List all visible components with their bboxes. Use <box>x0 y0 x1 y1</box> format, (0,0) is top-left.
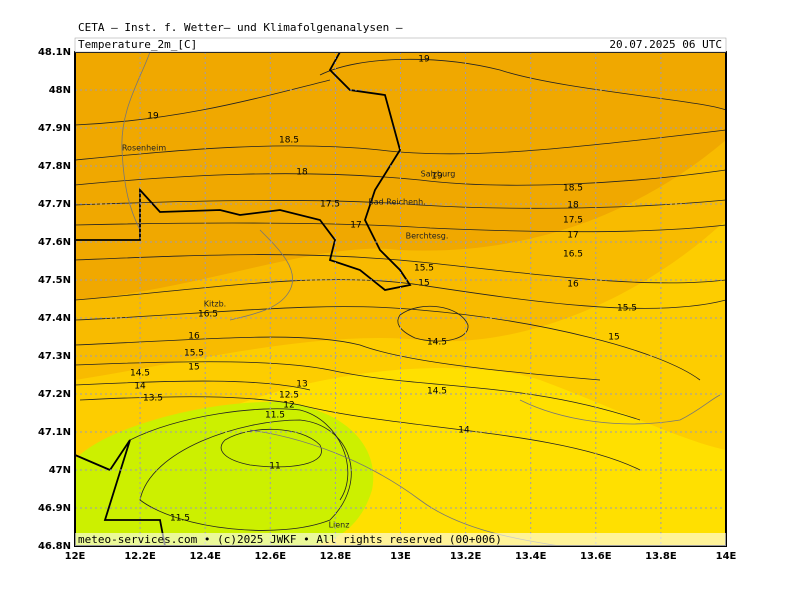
lat-label: 47.7N <box>38 199 71 210</box>
contour-label: 17.5 <box>563 216 583 226</box>
contour-label: 17.5 <box>320 200 340 210</box>
lon-label: 12.6E <box>255 551 287 562</box>
lat-label: 47.1N <box>38 427 71 438</box>
lon-label: 13.4E <box>515 551 547 562</box>
place-label: Salzburg <box>421 170 456 179</box>
contour-label: 11.5 <box>265 411 285 421</box>
footer: meteo-services.com • (c)2025 JWKF • All … <box>78 533 502 546</box>
lat-label: 47N <box>49 465 71 476</box>
lon-label: 12.2E <box>124 551 156 562</box>
grid <box>75 52 726 546</box>
lat-label: 47.4N <box>38 313 71 324</box>
lon-label: 13.6E <box>580 551 612 562</box>
lat-label: 48N <box>49 85 71 96</box>
footer-bar <box>75 533 726 546</box>
lon-label: 13E <box>390 551 411 562</box>
contour-label: 15 <box>188 363 199 373</box>
lon-label: 12.8E <box>320 551 352 562</box>
contour-label: 12.5 <box>279 391 299 401</box>
contour-label: 18 <box>567 201 579 211</box>
contour-label: 15.5 <box>617 304 637 314</box>
lat-label: 47.9N <box>38 123 71 134</box>
contour-label: 18.5 <box>279 136 299 146</box>
contour-label: 14.5 <box>427 338 447 348</box>
lat-label: 47.6N <box>38 237 71 248</box>
place-label: Berchtesg. <box>406 232 449 241</box>
contour-label: 11 <box>269 462 280 472</box>
lat-label: 46.9N <box>38 503 71 514</box>
contour-label: 17 <box>350 221 361 231</box>
header-bar <box>74 37 727 53</box>
lat-label: 47.2N <box>38 389 71 400</box>
lon-label: 12.4E <box>189 551 221 562</box>
lon-label: 12E <box>65 551 86 562</box>
contour-label: 15.5 <box>184 349 204 359</box>
contour-label: 14 <box>134 382 146 392</box>
contour-label: 15 <box>418 279 429 289</box>
variable-name: Temperature_2m_[C] <box>78 38 197 51</box>
contour-label: 16 <box>188 332 200 342</box>
place-label: Bad Reichenh. <box>368 198 425 207</box>
contour-label: 17 <box>567 231 578 241</box>
contour-label: 18.5 <box>563 184 583 194</box>
lon-label: 14E <box>716 551 737 562</box>
contour-label: 14 <box>458 426 470 436</box>
contour-label: 14.5 <box>427 387 447 397</box>
lat-label: 47.3N <box>38 351 71 362</box>
datetime: 20.07.2025 06 UTC <box>609 38 722 51</box>
contour-label: 14.5 <box>130 369 150 379</box>
header-title: CETA — Inst. f. Wetter— und Klimafolgena… <box>78 21 403 34</box>
contour-label: 16.5 <box>198 310 218 320</box>
lat-label: 48.1N <box>38 47 71 58</box>
contour-label: 15.5 <box>414 264 434 274</box>
contour-label: 15 <box>608 333 619 343</box>
lat-label: 47.8N <box>38 161 71 172</box>
contour-label: 11.5 <box>170 514 190 524</box>
contour-label: 18 <box>296 168 308 178</box>
place-label: Kitzb. <box>204 300 226 309</box>
lat-label: 46.8N <box>38 541 71 552</box>
contour-label: 16.5 <box>563 250 583 260</box>
place-label: Lienz <box>329 521 350 530</box>
contour-label: 19 <box>418 55 430 65</box>
isotherms <box>75 58 726 531</box>
contour-label: 13.5 <box>143 394 163 404</box>
lon-label: 13.8E <box>645 551 677 562</box>
contour-label: 13 <box>296 380 307 390</box>
borders <box>75 52 412 546</box>
lat-label: 47.5N <box>38 275 71 286</box>
contour-label: 19 <box>431 172 443 182</box>
contour-label: 12 <box>283 401 294 411</box>
contour-label: 19 <box>147 112 159 122</box>
place-label: Rosenheim <box>122 144 166 153</box>
contour-label: 16 <box>567 280 579 290</box>
lon-label: 13.2E <box>450 551 482 562</box>
